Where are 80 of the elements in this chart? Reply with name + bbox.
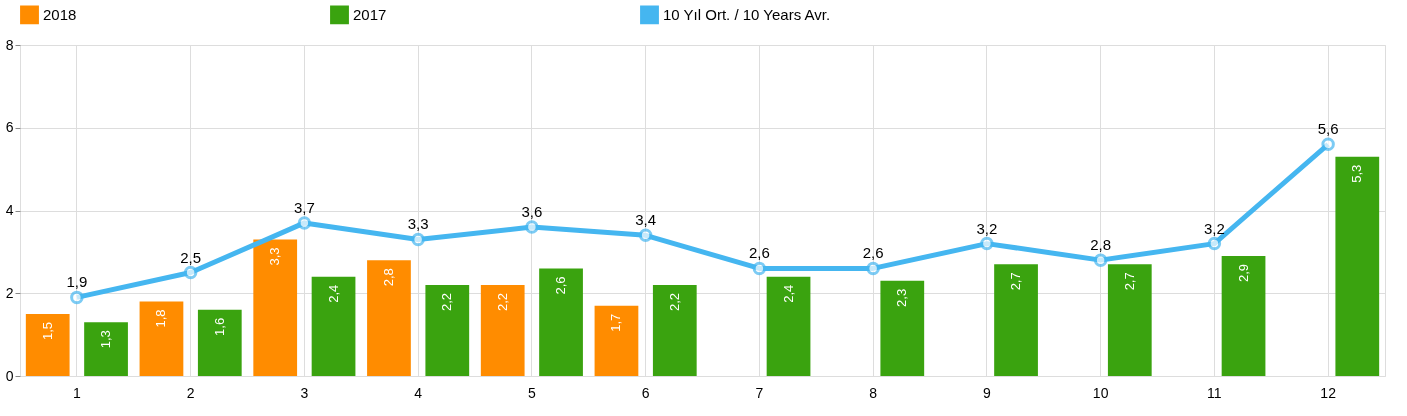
x-tick-label: 1 [72, 384, 81, 401]
point [752, 261, 767, 276]
legend-label: 2017 [353, 5, 387, 23]
data-label: 2,8 [380, 268, 396, 287]
bar [139, 301, 184, 376]
data-label: 3,4 [635, 211, 657, 229]
data-label: 1,5 [39, 321, 55, 341]
bar [1221, 256, 1266, 376]
x-tick-label: 6 [641, 384, 650, 401]
data-label: 2,5 [180, 248, 202, 266]
bar [594, 305, 639, 376]
bar [84, 322, 128, 376]
bar [25, 313, 70, 376]
y-tick-label: 2 [5, 284, 14, 301]
legend-label: 10 Yıl Ort. / 10 Years Avr. [663, 5, 831, 23]
data-label: 2,9 [1235, 264, 1251, 283]
bar [539, 268, 583, 376]
data-label: 3,2 [1203, 219, 1225, 237]
data-label: 2,7 [1008, 272, 1024, 291]
data-label: 2,6 [862, 244, 884, 262]
x-tick-label: 9 [982, 384, 991, 401]
point [70, 290, 84, 305]
bar [994, 264, 1038, 376]
x-tick-label: 12 [1320, 384, 1337, 401]
bar [1107, 264, 1152, 376]
bar [253, 239, 298, 376]
x-tick-label: 7 [755, 384, 764, 401]
data-label: 2,4 [325, 284, 341, 303]
data-label: 2,4 [780, 284, 796, 303]
y-tick-label: 0 [5, 367, 14, 384]
point [866, 261, 880, 276]
bar [766, 276, 811, 376]
data-label: 2,2 [666, 292, 682, 312]
data-label: 2,2 [439, 292, 455, 312]
point [1321, 137, 1335, 152]
data-label: 2,6 [553, 276, 569, 295]
bar [1335, 156, 1380, 376]
data-label: 2,2 [494, 292, 510, 312]
data-label: 3,3 [407, 215, 429, 233]
point [525, 220, 539, 234]
data-label: 3,6 [521, 203, 543, 221]
data-label: 3,2 [976, 219, 998, 237]
point [1093, 253, 1108, 267]
bar [480, 284, 525, 376]
bar [652, 284, 697, 376]
point [980, 236, 994, 251]
y-tick-label: 4 [5, 202, 14, 218]
data-label: 1,7 [608, 313, 624, 332]
point [297, 216, 312, 230]
bar [880, 280, 925, 376]
data-label: 2,6 [748, 244, 770, 262]
point [1207, 236, 1222, 251]
data-label: 2,3 [894, 288, 910, 307]
data-label: 5,6 [1317, 120, 1339, 138]
point [638, 228, 653, 243]
bar [367, 260, 411, 376]
x-tick-label: 11 [1207, 384, 1222, 401]
x-tick-label: 10 [1092, 384, 1109, 401]
x-tick-label: 8 [869, 384, 878, 401]
legend-label: 2018 [43, 5, 77, 23]
x-tick-label: 2 [186, 384, 195, 401]
bar [197, 309, 242, 376]
data-label: 3,7 [293, 198, 315, 216]
y-tick-label: 8 [5, 36, 14, 53]
data-label: 1,3 [98, 330, 114, 349]
bar [311, 276, 356, 376]
data-label: 1,6 [211, 317, 227, 336]
y-tick-label: 6 [5, 119, 14, 136]
data-label: 1,8 [153, 309, 169, 328]
data-label: 2,7 [1121, 272, 1137, 291]
data-label: 5,3 [1349, 164, 1365, 183]
x-tick-label: 4 [414, 384, 423, 401]
data-label: 1,9 [66, 273, 88, 291]
x-tick-label: 5 [527, 384, 536, 401]
bar [425, 284, 470, 376]
x-tick-label: 3 [300, 384, 309, 401]
point [411, 232, 425, 247]
data-label: 3,3 [267, 247, 283, 266]
data-label: 2,8 [1090, 236, 1112, 254]
point [183, 265, 198, 280]
